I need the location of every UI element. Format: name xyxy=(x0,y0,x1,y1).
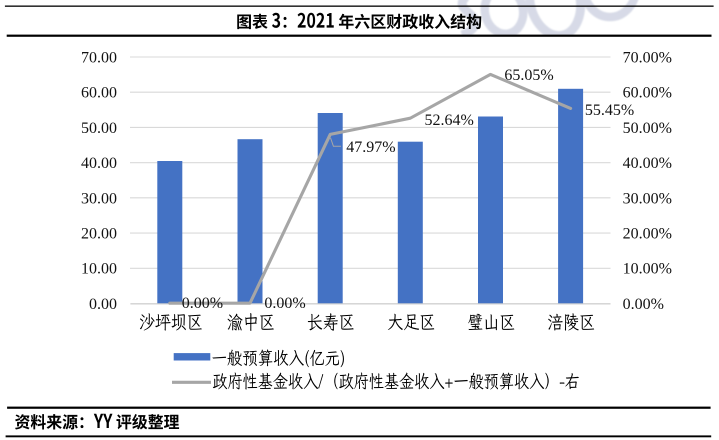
svg-text:70.00%: 70.00% xyxy=(623,49,672,66)
svg-text:60.00: 60.00 xyxy=(81,85,117,102)
svg-text:70.00: 70.00 xyxy=(81,49,117,66)
svg-text:47.97%: 47.97% xyxy=(346,139,395,156)
svg-text:0.00%: 0.00% xyxy=(623,296,664,313)
svg-text:20.00%: 20.00% xyxy=(623,225,672,242)
svg-text:10.00: 10.00 xyxy=(81,261,117,278)
svg-text:0.00: 0.00 xyxy=(89,296,117,313)
svg-text:52.64%: 52.64% xyxy=(425,112,474,129)
svg-text:55.45%: 55.45% xyxy=(585,102,634,119)
svg-text:0.00%: 0.00% xyxy=(264,295,305,312)
svg-text:65.05%: 65.05% xyxy=(504,67,553,84)
svg-text:20.00: 20.00 xyxy=(81,225,117,242)
svg-text:30.00: 30.00 xyxy=(81,190,117,207)
svg-text:30.00%: 30.00% xyxy=(623,190,672,207)
svg-text:40.00: 40.00 xyxy=(81,155,117,172)
svg-text:0.00%: 0.00% xyxy=(182,295,223,312)
svg-text:60.00%: 60.00% xyxy=(623,85,672,102)
svg-text:50.00: 50.00 xyxy=(81,120,117,137)
svg-text:50.00%: 50.00% xyxy=(623,120,672,137)
svg-text:40.00%: 40.00% xyxy=(623,155,672,172)
svg-text:10.00%: 10.00% xyxy=(623,261,672,278)
